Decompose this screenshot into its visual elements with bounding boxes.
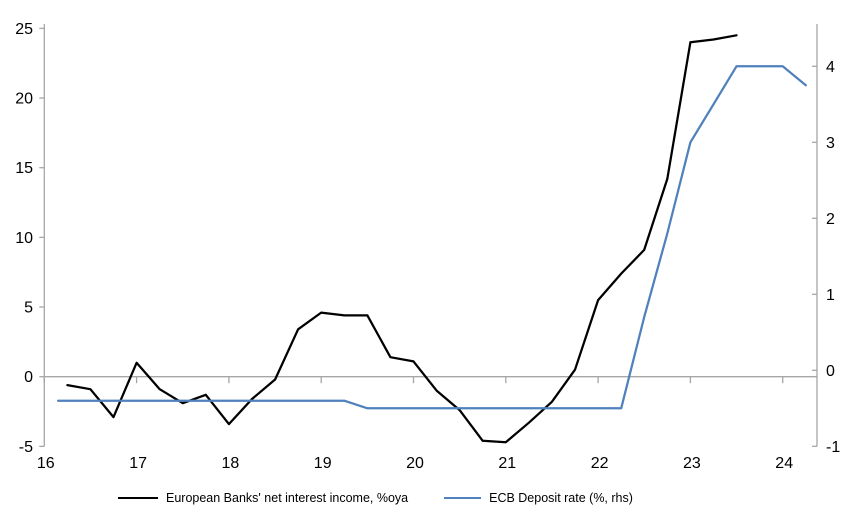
x-axis-tick-label: 21 (498, 455, 516, 472)
right-axis-tick-label: 0 (826, 363, 835, 380)
legend-line-swatch-blue (444, 497, 482, 499)
x-axis-tick-label: 22 (591, 455, 609, 472)
left-axis-tick-label: 25 (15, 21, 33, 38)
x-axis-tick-label: 16 (37, 455, 55, 472)
legend-line-swatch-black (118, 497, 158, 499)
left-axis-tick-label: 0 (24, 369, 33, 386)
left-axis-tick-label: 20 (15, 91, 33, 108)
legend-label-nii: European Banks' net interest income, %oy… (166, 491, 409, 505)
left-axis-tick-label: -5 (19, 439, 33, 456)
series-line-european-banks-nii (66, 34, 738, 444)
x-axis-tick-label: 17 (129, 455, 147, 472)
x-axis-tick-label: 23 (683, 455, 701, 472)
series-line-ecb-deposit-rate (56, 65, 807, 410)
x-axis-tick-label: 19 (314, 455, 332, 472)
x-axis-tick-label: 24 (775, 455, 793, 472)
x-axis-tick-label: 18 (222, 455, 240, 472)
legend: European Banks' net interest income, %oy… (118, 491, 633, 505)
right-axis-tick-label: 3 (826, 135, 835, 152)
right-axis-tick-label: 2 (826, 211, 835, 228)
legend-item-ecb: ECB Deposit rate (%, rhs) (444, 491, 633, 505)
legend-label-ecb: ECB Deposit rate (%, rhs) (489, 491, 633, 505)
legend-item-nii: European Banks' net interest income, %oy… (118, 491, 408, 505)
left-axis-tick-label: 10 (15, 230, 33, 247)
right-axis-tick-label: 4 (826, 59, 835, 76)
left-axis-tick-label: 5 (24, 300, 33, 317)
left-axis-tick-label: 15 (15, 160, 33, 177)
right-axis-tick-label: -1 (826, 439, 840, 456)
right-axis-tick-label: 1 (826, 287, 835, 304)
x-axis-tick-label: 20 (406, 455, 424, 472)
